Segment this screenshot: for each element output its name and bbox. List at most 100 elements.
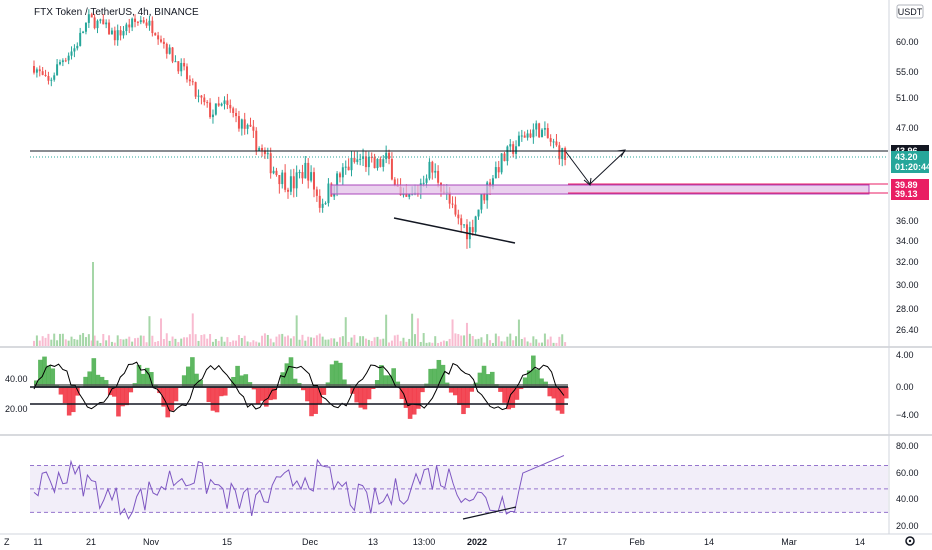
volume-bar — [116, 335, 119, 346]
volume-bar — [517, 319, 520, 346]
oscillator-bar — [157, 387, 162, 394]
candle-body — [160, 39, 163, 42]
candle-body — [494, 167, 497, 179]
oscillator-bar — [498, 387, 503, 392]
rsi-divergence-line[interactable] — [462, 506, 517, 520]
oscillator-bar — [87, 371, 93, 387]
time-tick-label: Dec — [302, 537, 319, 547]
volume-bar — [523, 337, 526, 346]
volume-bar — [353, 334, 356, 346]
volume-bar — [284, 336, 287, 346]
divergence-trendline[interactable] — [393, 217, 516, 244]
oscillator-bar — [448, 387, 454, 393]
candle-body — [517, 135, 520, 147]
candle-body — [235, 113, 238, 117]
time-tick-label: 11 — [33, 537, 42, 547]
volume-bar — [489, 340, 492, 346]
volume-bar — [33, 340, 35, 346]
candle-body — [500, 153, 503, 173]
candle-body — [61, 60, 64, 63]
candle-body — [168, 47, 171, 54]
candle-body — [318, 195, 321, 208]
oscillator-bar — [255, 387, 261, 405]
candle-body — [353, 157, 356, 163]
candle-body — [408, 194, 411, 197]
price-tick-label: 55.00 — [896, 67, 919, 77]
candle-body — [206, 102, 209, 104]
candle-body — [243, 119, 246, 129]
volume-bar — [520, 338, 523, 346]
volume-bar — [457, 334, 460, 346]
candle-body — [67, 55, 70, 61]
time-tick-label: 14 — [704, 537, 714, 547]
oscillator-bar — [214, 387, 220, 413]
volume-bar — [119, 339, 122, 346]
volume-bar — [151, 335, 154, 346]
volume-bar — [47, 333, 50, 346]
volume-bar — [229, 341, 232, 346]
volume-bar — [136, 337, 139, 346]
volume-bar — [480, 337, 483, 346]
time-tick-label: 13 — [368, 537, 378, 547]
time-tick-label: Mar — [781, 537, 797, 547]
candle-body — [370, 156, 373, 158]
rsi-tick-label: 40.00 — [896, 494, 919, 504]
volume-bar — [162, 339, 165, 346]
oscillator-bar — [383, 375, 388, 387]
osc-tick-label: −4.00 — [896, 410, 919, 420]
candle-body — [457, 214, 460, 219]
candle-body — [428, 161, 431, 179]
volume-bar — [411, 313, 414, 346]
arrow-head-icon — [616, 149, 626, 158]
oscillator-bar — [420, 387, 425, 393]
oscillator-bar — [70, 387, 76, 413]
oscillator-bar — [235, 365, 240, 387]
candle-body — [53, 75, 56, 80]
currency-box[interactable] — [896, 4, 924, 19]
volume-bar — [58, 333, 61, 346]
candle-body — [194, 82, 197, 97]
time-tick-label: Nov — [143, 537, 160, 547]
volume-bar — [336, 341, 339, 346]
volume-bar — [468, 333, 471, 346]
gear-icon[interactable] — [905, 536, 915, 546]
candle-body — [38, 69, 41, 72]
volume-bar — [180, 338, 183, 346]
candle-body — [200, 95, 203, 98]
volume-bar — [84, 337, 87, 346]
oscillator-bar — [539, 378, 544, 387]
volume-bar — [56, 340, 59, 346]
volume-bar — [393, 335, 396, 346]
volume-bar — [258, 342, 261, 346]
volume-bar — [512, 340, 515, 346]
candle-body — [543, 128, 546, 130]
volume-bar — [197, 340, 200, 346]
oscillator-bar — [452, 387, 458, 396]
volume-bar — [552, 342, 555, 346]
candle-body — [379, 158, 382, 167]
candle-body — [223, 100, 226, 104]
candle-body — [549, 138, 552, 142]
volume-bar — [223, 341, 226, 346]
candle-body — [393, 179, 396, 185]
oscillator-bar — [428, 368, 433, 387]
oscillator-bar — [317, 387, 323, 405]
oscillator-bar — [280, 372, 286, 387]
volume-bar — [503, 341, 506, 346]
time-tick-label: 2022 — [467, 537, 487, 547]
oscillator-bar — [124, 387, 129, 406]
candle-body — [295, 172, 298, 189]
candle-body — [131, 18, 134, 28]
volume-bar — [532, 336, 535, 346]
projection-path[interactable] — [565, 150, 626, 185]
support-zone[interactable] — [330, 184, 870, 195]
oscillator-bar — [399, 387, 405, 399]
volume-bar — [491, 342, 494, 346]
oscillator-bar — [379, 365, 384, 387]
oscillator-bar — [354, 387, 360, 403]
candle-body — [252, 126, 255, 131]
candle-body — [73, 48, 76, 52]
candle-body — [338, 173, 341, 178]
volume-bar — [379, 339, 382, 346]
